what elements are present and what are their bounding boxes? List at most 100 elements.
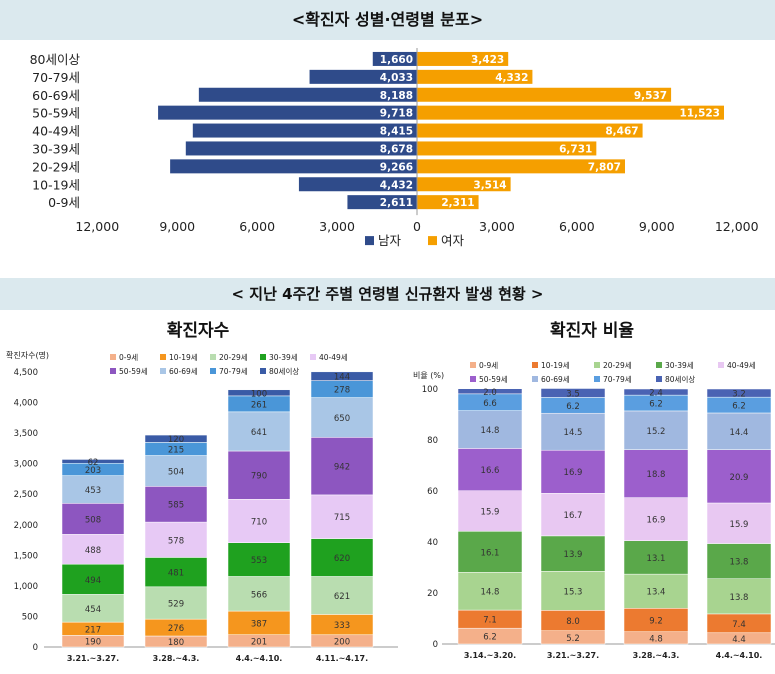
- y-tick-label: 1,500: [14, 551, 38, 561]
- segment-value: 6.2: [483, 633, 497, 643]
- segment-value: 217: [85, 625, 101, 635]
- stack-segment: [623, 449, 689, 498]
- y-tick-label: 100: [422, 385, 438, 395]
- pyramid-x-tick: 0: [413, 219, 421, 234]
- pyramid-bar-female: [417, 69, 533, 84]
- pyramid-value-female: 3,423: [471, 54, 504, 66]
- segment-value: 650: [334, 414, 350, 424]
- legend-label: 80세이상: [269, 366, 299, 376]
- weekly-title-banner: < 지난 4주간 주별 연령별 신규환자 발생 현황 >: [0, 278, 775, 310]
- stack-segment: [623, 573, 689, 609]
- segment-value: 488: [85, 546, 101, 556]
- segment-value: 13.1: [647, 554, 666, 564]
- segment-value: 620: [334, 554, 350, 564]
- pyramid-value-female: 4,332: [495, 72, 528, 84]
- stack-segment: [144, 521, 208, 558]
- stack-segment: [706, 543, 772, 579]
- pyramid-age-label: 80세이상: [30, 52, 81, 67]
- stack-segment: [61, 563, 125, 595]
- x-tick-label: 4.11.~4.17.: [316, 654, 368, 663]
- segment-value: 3.5: [566, 389, 580, 399]
- segment-value: 790: [251, 472, 267, 482]
- stack-segment: [623, 497, 689, 541]
- stack-segment: [540, 493, 606, 537]
- segment-value: 16.9: [647, 516, 666, 526]
- counts-chart-title: 확진자수: [166, 321, 230, 341]
- stack-segment: [706, 412, 772, 450]
- segment-value: 6.2: [649, 400, 663, 410]
- segment-value: 566: [251, 590, 267, 600]
- pyramid-bar-female: [417, 141, 597, 156]
- segment-value: 16.9: [564, 468, 583, 478]
- legend-swatch: [470, 376, 476, 382]
- pyramid-value-female: 3,514: [473, 179, 506, 191]
- pyramid-chart: 80세이상 1,660 3,423 70-79세 4,033 4,332 60-69세 8,1…: [30, 48, 759, 248]
- pyramid-title-banner: <확진자 성별·연령별 분포>: [0, 0, 775, 40]
- pyramid-value-male: 2,611: [380, 197, 413, 209]
- segment-value: 387: [251, 619, 267, 629]
- pyramid-x-tick: 3,000: [319, 219, 355, 234]
- pyramid-age-label: 30-39세: [32, 141, 80, 156]
- segment-value: 15.9: [481, 508, 500, 518]
- legend-male-label: 남자: [378, 233, 402, 248]
- legend-swatch: [160, 368, 166, 374]
- legend-label: 10-19세: [541, 361, 570, 370]
- segment-value: 4.8: [649, 634, 663, 644]
- y-tick-label: 3,000: [14, 460, 38, 470]
- y-tick-label: 4,500: [14, 368, 38, 378]
- stack-segment: [61, 503, 125, 535]
- segment-value: 15.9: [730, 520, 749, 530]
- pyramid-bar-male: [309, 69, 417, 84]
- segment-value: 190: [85, 638, 101, 648]
- stack-segment: [144, 486, 208, 523]
- segment-value: 13.4: [647, 588, 666, 598]
- segment-value: 481: [168, 569, 184, 579]
- y-tick-label: 3,500: [14, 429, 38, 439]
- segment-value: 201: [251, 637, 267, 647]
- pyramid-x-tick: 9,000: [639, 219, 675, 234]
- segment-value: 13.8: [730, 558, 749, 568]
- stack-segment: [144, 586, 208, 620]
- segment-value: 585: [168, 501, 184, 511]
- legend-label: 80세이상: [665, 374, 695, 384]
- pyramid-x-tick: 12,000: [715, 219, 759, 234]
- stack-segment: [227, 450, 291, 500]
- segment-value: 120: [168, 435, 184, 445]
- segment-value: 454: [85, 605, 101, 615]
- pyramid-bar-male: [372, 51, 417, 66]
- segment-value: 20.9: [730, 473, 749, 483]
- segment-value: 508: [85, 515, 101, 525]
- segment-value: 9.2: [649, 617, 663, 627]
- segment-value: 13.8: [730, 593, 749, 603]
- pyramid-age-label: 50-59세: [32, 106, 80, 121]
- legend-swatch: [594, 376, 600, 382]
- pyramid-value-male: 1,660: [380, 54, 413, 66]
- stack-segment: [227, 542, 291, 577]
- pyramid-value-male: 8,415: [380, 126, 413, 138]
- segment-value: 453: [85, 486, 101, 496]
- legend-female-swatch: [428, 236, 437, 246]
- segment-value: 100: [251, 389, 267, 399]
- stack-segment: [61, 459, 125, 464]
- stack-segment: [706, 388, 772, 398]
- segment-value: 529: [168, 599, 184, 609]
- legend-swatch: [656, 362, 662, 368]
- y-tick-label: 2,500: [14, 490, 38, 500]
- pyramid-bar-male: [158, 105, 417, 120]
- stack-segment: [540, 388, 606, 398]
- ratio-stacked-chart: 비율 (%) 0 20 40 60 80 100 0-9세 10-19세 20-29세 30-39세…: [413, 361, 775, 660]
- y-tick-label: 500: [22, 612, 38, 622]
- y-tick-label: 0: [433, 640, 438, 650]
- stack-segment: [227, 389, 291, 397]
- pyramid-value-female: 8,467: [605, 126, 638, 138]
- y-tick-label: 2,000: [14, 521, 38, 531]
- segment-value: 4.4: [732, 635, 746, 645]
- pyramid-value-male: 4,033: [380, 72, 413, 84]
- legend-swatch: [160, 354, 166, 360]
- stack-segment: [227, 576, 291, 612]
- segment-value: 710: [251, 517, 267, 527]
- legend-label: 0-9세: [479, 361, 498, 370]
- legend-swatch: [310, 354, 316, 360]
- pyramid-age-label: 40-49세: [32, 124, 80, 139]
- pyramid-x-tick: 12,000: [75, 219, 119, 234]
